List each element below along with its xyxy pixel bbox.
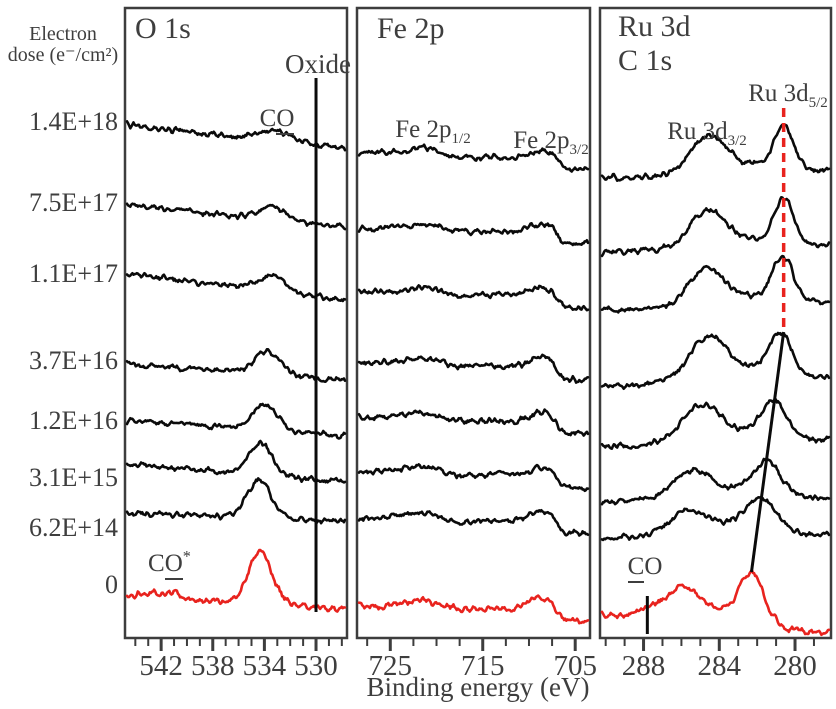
trace-o1s-7.5E+17 <box>125 202 347 231</box>
ru3d32-label: Ru 3d3/2 <box>667 118 747 149</box>
electron-dose-header-line2: dose (e⁻/cm²) <box>7 44 119 66</box>
trace-o1s-1.1E+17 <box>125 271 347 303</box>
dose-label-6.2E+14: 6.2E+14 <box>28 513 118 542</box>
tick-label: 538 <box>191 650 235 682</box>
trace-fe2p-0 <box>357 594 590 625</box>
panel-border-ru3d <box>598 6 833 640</box>
trace-fe2p-1.4E+18 <box>357 143 590 173</box>
tick-label: 288 <box>622 650 666 682</box>
dose-label-1.2E+16: 1.2E+16 <box>28 406 118 435</box>
dose-label-7.5E+17: 7.5E+17 <box>28 188 118 217</box>
tick-label: 542 <box>139 650 183 682</box>
trace-fe2p-3.1E+15 <box>357 463 590 493</box>
fe2p12-label: Fe 2p1/2 <box>395 116 471 147</box>
trace-fe2p-1.1E+17 <box>357 284 590 312</box>
trace-ru3d-3.7E+16 <box>600 331 831 391</box>
trace-o1s-0 <box>125 548 347 613</box>
tick-label: 534 <box>243 650 287 682</box>
trace-o1s-1.4E+18 <box>125 120 347 152</box>
trace-o1s-6.2E+14 <box>125 477 347 525</box>
panel-title-ru3d: Ru 3d <box>618 10 691 43</box>
trace-ru3d-1.2E+16 <box>600 398 831 451</box>
trace-fe2p-7.5E+17 <box>357 221 590 247</box>
trace-ru3d-6.2E+14 <box>600 495 831 542</box>
trace-fe2p-1.2E+16 <box>357 408 590 437</box>
trace-ru3d-3.1E+15 <box>600 457 831 506</box>
trace-fe2p-3.7E+16 <box>357 353 590 384</box>
tick-label: 530 <box>294 650 338 682</box>
electron-dose-header: Electron dose (e⁻/cm²) <box>0 24 126 66</box>
trace-ru3d-1.1E+17 <box>600 254 831 314</box>
trace-ru3d-1.4E+18 <box>600 123 831 182</box>
panel-title-c1s: C 1s <box>618 44 673 77</box>
ru3d52-label: Ru 3d5/2 <box>748 80 828 111</box>
dose-label-1.4E+18: 1.4E+18 <box>28 107 118 136</box>
trace-fe2p-6.2E+14 <box>357 508 590 537</box>
panel-border-fe2p <box>355 6 592 640</box>
trace-o1s-1.2E+16 <box>125 402 347 440</box>
dose-label-3.7E+16: 3.7E+16 <box>28 346 118 375</box>
dose-label-1.1E+17: 1.1E+17 <box>28 259 118 288</box>
oxide-label: Oxide <box>285 49 351 79</box>
co-label-o1s: CO <box>250 105 304 135</box>
dose-label-3.1E+15: 3.1E+15 <box>28 463 118 492</box>
co-label-c1s: CO <box>614 553 676 583</box>
peak-shift-line <box>749 331 786 573</box>
electron-dose-header-line1: Electron <box>29 23 97 45</box>
fe2p32-label: Fe 2p3/2 <box>513 127 589 158</box>
tick-label: 280 <box>773 650 817 682</box>
tick-label: 715 <box>461 650 505 682</box>
panel-title-o1s: O 1s <box>135 12 191 45</box>
tick-label: 725 <box>369 650 413 682</box>
trace-o1s-3.1E+15 <box>125 439 347 484</box>
trace-ru3d-7.5E+17 <box>600 196 831 258</box>
panel-border-o1s <box>123 6 349 640</box>
trace-o1s-3.7E+16 <box>125 347 347 384</box>
x-axis-label: Binding energy (eV) <box>366 672 590 702</box>
trace-ru3d-0 <box>600 568 831 637</box>
dose-label-0: 0 <box>105 570 118 599</box>
co-star-label: CO* <box>148 549 191 580</box>
tick-label: 705 <box>553 650 597 682</box>
tick-label: 284 <box>698 650 742 682</box>
panel-title-fe2p: Fe 2p <box>377 12 445 45</box>
